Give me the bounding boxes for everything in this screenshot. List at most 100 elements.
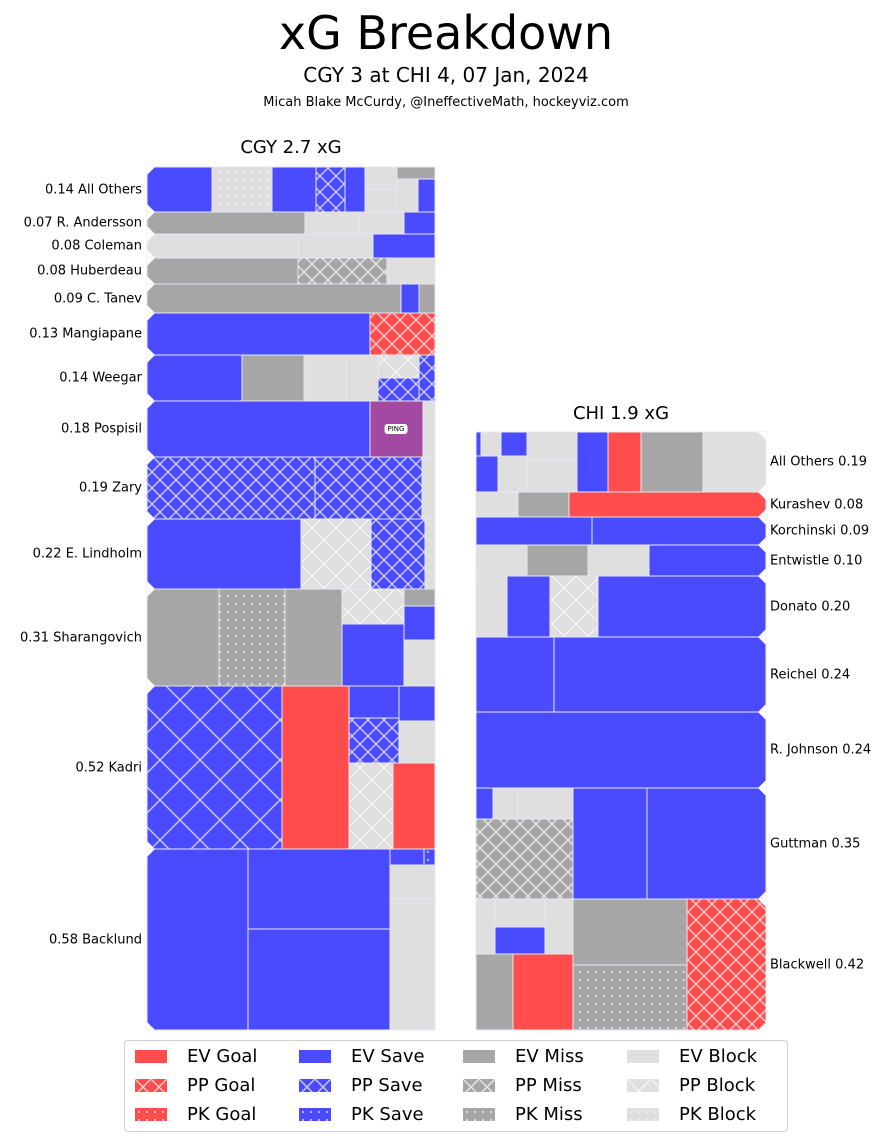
legend-item-ev-goal: EV Goal — [135, 1046, 257, 1067]
player-block-cgy-all-others — [146, 166, 436, 213]
corner-notch — [147, 1022, 155, 1030]
shot-cell-ev-block — [358, 211, 405, 235]
corner-notch — [147, 212, 155, 220]
corner-notch — [758, 1022, 766, 1030]
shot-cell-pk-block — [211, 166, 273, 213]
shot-cell-ev-save — [400, 283, 420, 314]
shot-cell-ev-miss — [475, 953, 514, 1031]
shot-cell-ev-save — [403, 211, 436, 235]
player-block-cgy-c-tanev — [146, 283, 436, 314]
corner-notch — [147, 305, 155, 313]
corner-notch — [147, 401, 155, 409]
legend-swatch — [299, 1050, 331, 1063]
corner-notch — [147, 678, 155, 686]
corner-notch — [147, 849, 155, 857]
shot-cell-ev-block — [702, 431, 767, 493]
legend-label: PK Save — [351, 1104, 424, 1125]
shot-cell-ev-save — [341, 623, 405, 687]
panel-title-chi: CHI 1.9 xG — [572, 403, 670, 424]
corner-notch — [147, 284, 155, 292]
chart-subtitle: CGY 3 at CHI 4, 07 Jan, 2024 — [303, 63, 589, 87]
player-block-cgy-r-andersson — [146, 211, 436, 235]
shot-cell-ev-save — [372, 233, 436, 259]
corner-notch — [147, 226, 155, 234]
shot-cell-ev-block — [475, 491, 519, 518]
corner-notch — [758, 517, 766, 525]
corner-notch — [758, 788, 766, 796]
shot-cell-ev-block — [297, 233, 374, 259]
legend-item-pp-block: PP Block — [627, 1075, 755, 1096]
shot-cell-ev-save — [475, 431, 482, 457]
shot-cell-ev-block — [421, 456, 436, 520]
shot-cell-pk-save — [423, 848, 436, 866]
player-label: 0.31 Sharangovich — [20, 630, 142, 645]
shot-cell-ev-save — [475, 787, 494, 820]
corner-notch — [758, 484, 766, 492]
legend-swatch — [627, 1079, 659, 1092]
player-block-chi-reichel — [475, 636, 767, 713]
shot-cell-ev-block — [422, 400, 436, 458]
legend-item-pp-save: PP Save — [299, 1075, 423, 1096]
shot-cell-ev-save — [475, 516, 593, 546]
shot-cell-pp-block — [341, 588, 405, 625]
player-label: 0.14 Weegar — [59, 370, 142, 386]
player-label: All Others 0.19 — [770, 454, 868, 470]
shot-cell-ev-save — [146, 400, 371, 458]
legend-item-ev-block: EV Block — [627, 1046, 757, 1067]
shot-cell-ev-save — [572, 787, 648, 900]
corner-notch — [758, 704, 766, 712]
shot-cell-ev-block — [146, 233, 299, 259]
shot-cell-pp-save — [370, 518, 426, 590]
legend-swatch — [627, 1108, 659, 1121]
shot-cell-ev-miss — [241, 354, 305, 402]
legend-item-pk-block: PK Block — [627, 1104, 756, 1125]
shot-cell-ev-save — [646, 787, 767, 900]
shot-cell-ev-block — [364, 166, 398, 190]
player-label: Korchinski 0.09 — [770, 523, 870, 539]
legend-swatch — [135, 1079, 167, 1092]
shot-cell-ev-save — [506, 575, 551, 638]
shot-cell-ev-save — [271, 166, 317, 213]
shot-cell-ev-goal — [392, 762, 436, 850]
shot-cell-ev-save — [648, 544, 767, 577]
shot-cell-ev-save — [389, 848, 425, 866]
shot-cell-ev-save — [344, 166, 366, 213]
shot-cell-ev-goal — [568, 491, 767, 518]
legend-swatch — [135, 1050, 167, 1063]
player-label: 0.07 R. Andersson — [23, 215, 142, 231]
player-block-chi-blackwell — [475, 898, 767, 1031]
player-label: R. Johnson 0.24 — [770, 742, 872, 758]
legend-label: PK Block — [679, 1104, 757, 1125]
corner-notch — [147, 204, 155, 212]
player-label: Guttman 0.35 — [770, 836, 861, 851]
legend-swatch — [627, 1050, 659, 1063]
legend-swatch — [463, 1108, 495, 1121]
shot-cell-ev-save — [146, 166, 213, 213]
shot-cell-pp-block — [348, 762, 394, 850]
shot-cell-pk-miss — [572, 964, 688, 1031]
player-block-chi-all-others — [475, 431, 767, 493]
legend-label: PP Miss — [515, 1075, 582, 1096]
legend-swatch — [135, 1108, 167, 1121]
legend-item-pp-miss: PP Miss — [463, 1075, 582, 1096]
corner-notch — [147, 347, 155, 355]
shot-cell-pp-save — [314, 456, 423, 520]
corner-notch — [147, 841, 155, 849]
shot-cell-ev-save — [398, 685, 436, 722]
shot-cell-pp-save — [315, 166, 346, 213]
shot-cell-ev-save — [146, 848, 249, 1031]
player-block-chi-donato — [475, 575, 767, 638]
shot-cell-ev-goal — [512, 953, 574, 1031]
player-block-chi-kurashev — [475, 491, 767, 518]
shot-cell-ev-block — [304, 211, 360, 235]
shot-cell-ev-block — [475, 544, 528, 577]
shot-cell-ev-miss — [146, 588, 220, 687]
shot-cell-ev-save — [146, 354, 243, 402]
corner-notch — [758, 576, 766, 584]
legend-item-pk-goal: PK Goal — [135, 1104, 256, 1125]
legend-label: PK Goal — [187, 1104, 257, 1125]
corner-notch — [147, 234, 155, 242]
player-block-cgy-e-lindholm — [146, 518, 436, 590]
player-label: Reichel 0.24 — [770, 667, 851, 682]
player-block-cgy-zary — [146, 456, 436, 520]
